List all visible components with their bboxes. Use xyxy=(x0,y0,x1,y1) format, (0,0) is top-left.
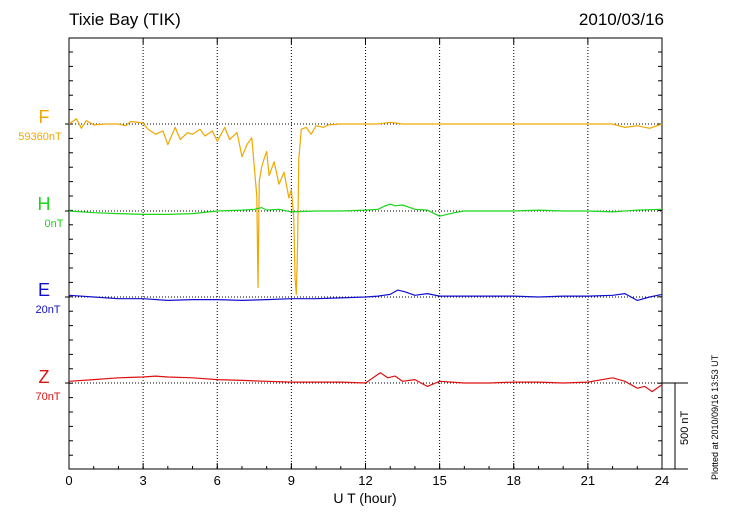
plotted-footer: Plotted at 2010/09/16 13:53 UT xyxy=(710,354,720,480)
series-line-h xyxy=(68,203,663,217)
series-label-h: H xyxy=(37,194,51,214)
x-tick-label: 15 xyxy=(432,473,447,488)
series-label-e: E xyxy=(37,280,50,300)
x-tick-label: 21 xyxy=(580,473,596,488)
series-baseline-f: 59360nT xyxy=(18,131,62,143)
x-tick-label: 6 xyxy=(213,473,221,488)
series-label-z: Z xyxy=(38,367,50,387)
x-tick-label: 18 xyxy=(506,473,521,488)
grid-lines xyxy=(142,38,589,469)
series-line-z xyxy=(68,372,663,393)
series-lines xyxy=(68,118,663,393)
x-tick-label: 24 xyxy=(654,473,670,488)
baselines xyxy=(65,123,662,384)
chart-date: 2010/03/16 xyxy=(578,10,664,29)
x-tick-label: 0 xyxy=(65,473,73,488)
series-line-f xyxy=(68,118,663,295)
series-baseline-h: 0nT xyxy=(44,218,64,230)
series-line-e xyxy=(68,289,663,301)
series-baseline-e: 20nT xyxy=(35,304,61,316)
x-tick-label: 9 xyxy=(287,473,295,488)
chart-title: Tixie Bay (TIK) xyxy=(69,10,181,29)
tick-marks xyxy=(68,38,663,469)
x-tick-label: 3 xyxy=(139,473,147,488)
scale-bar xyxy=(662,382,688,470)
x-axis-label: U T (hour) xyxy=(333,490,397,506)
scale-bar-label: 500 nT xyxy=(679,410,691,445)
series-baseline-z: 70nT xyxy=(35,391,61,403)
x-tick-label: 12 xyxy=(358,473,373,488)
series-label-f: F xyxy=(38,107,50,127)
